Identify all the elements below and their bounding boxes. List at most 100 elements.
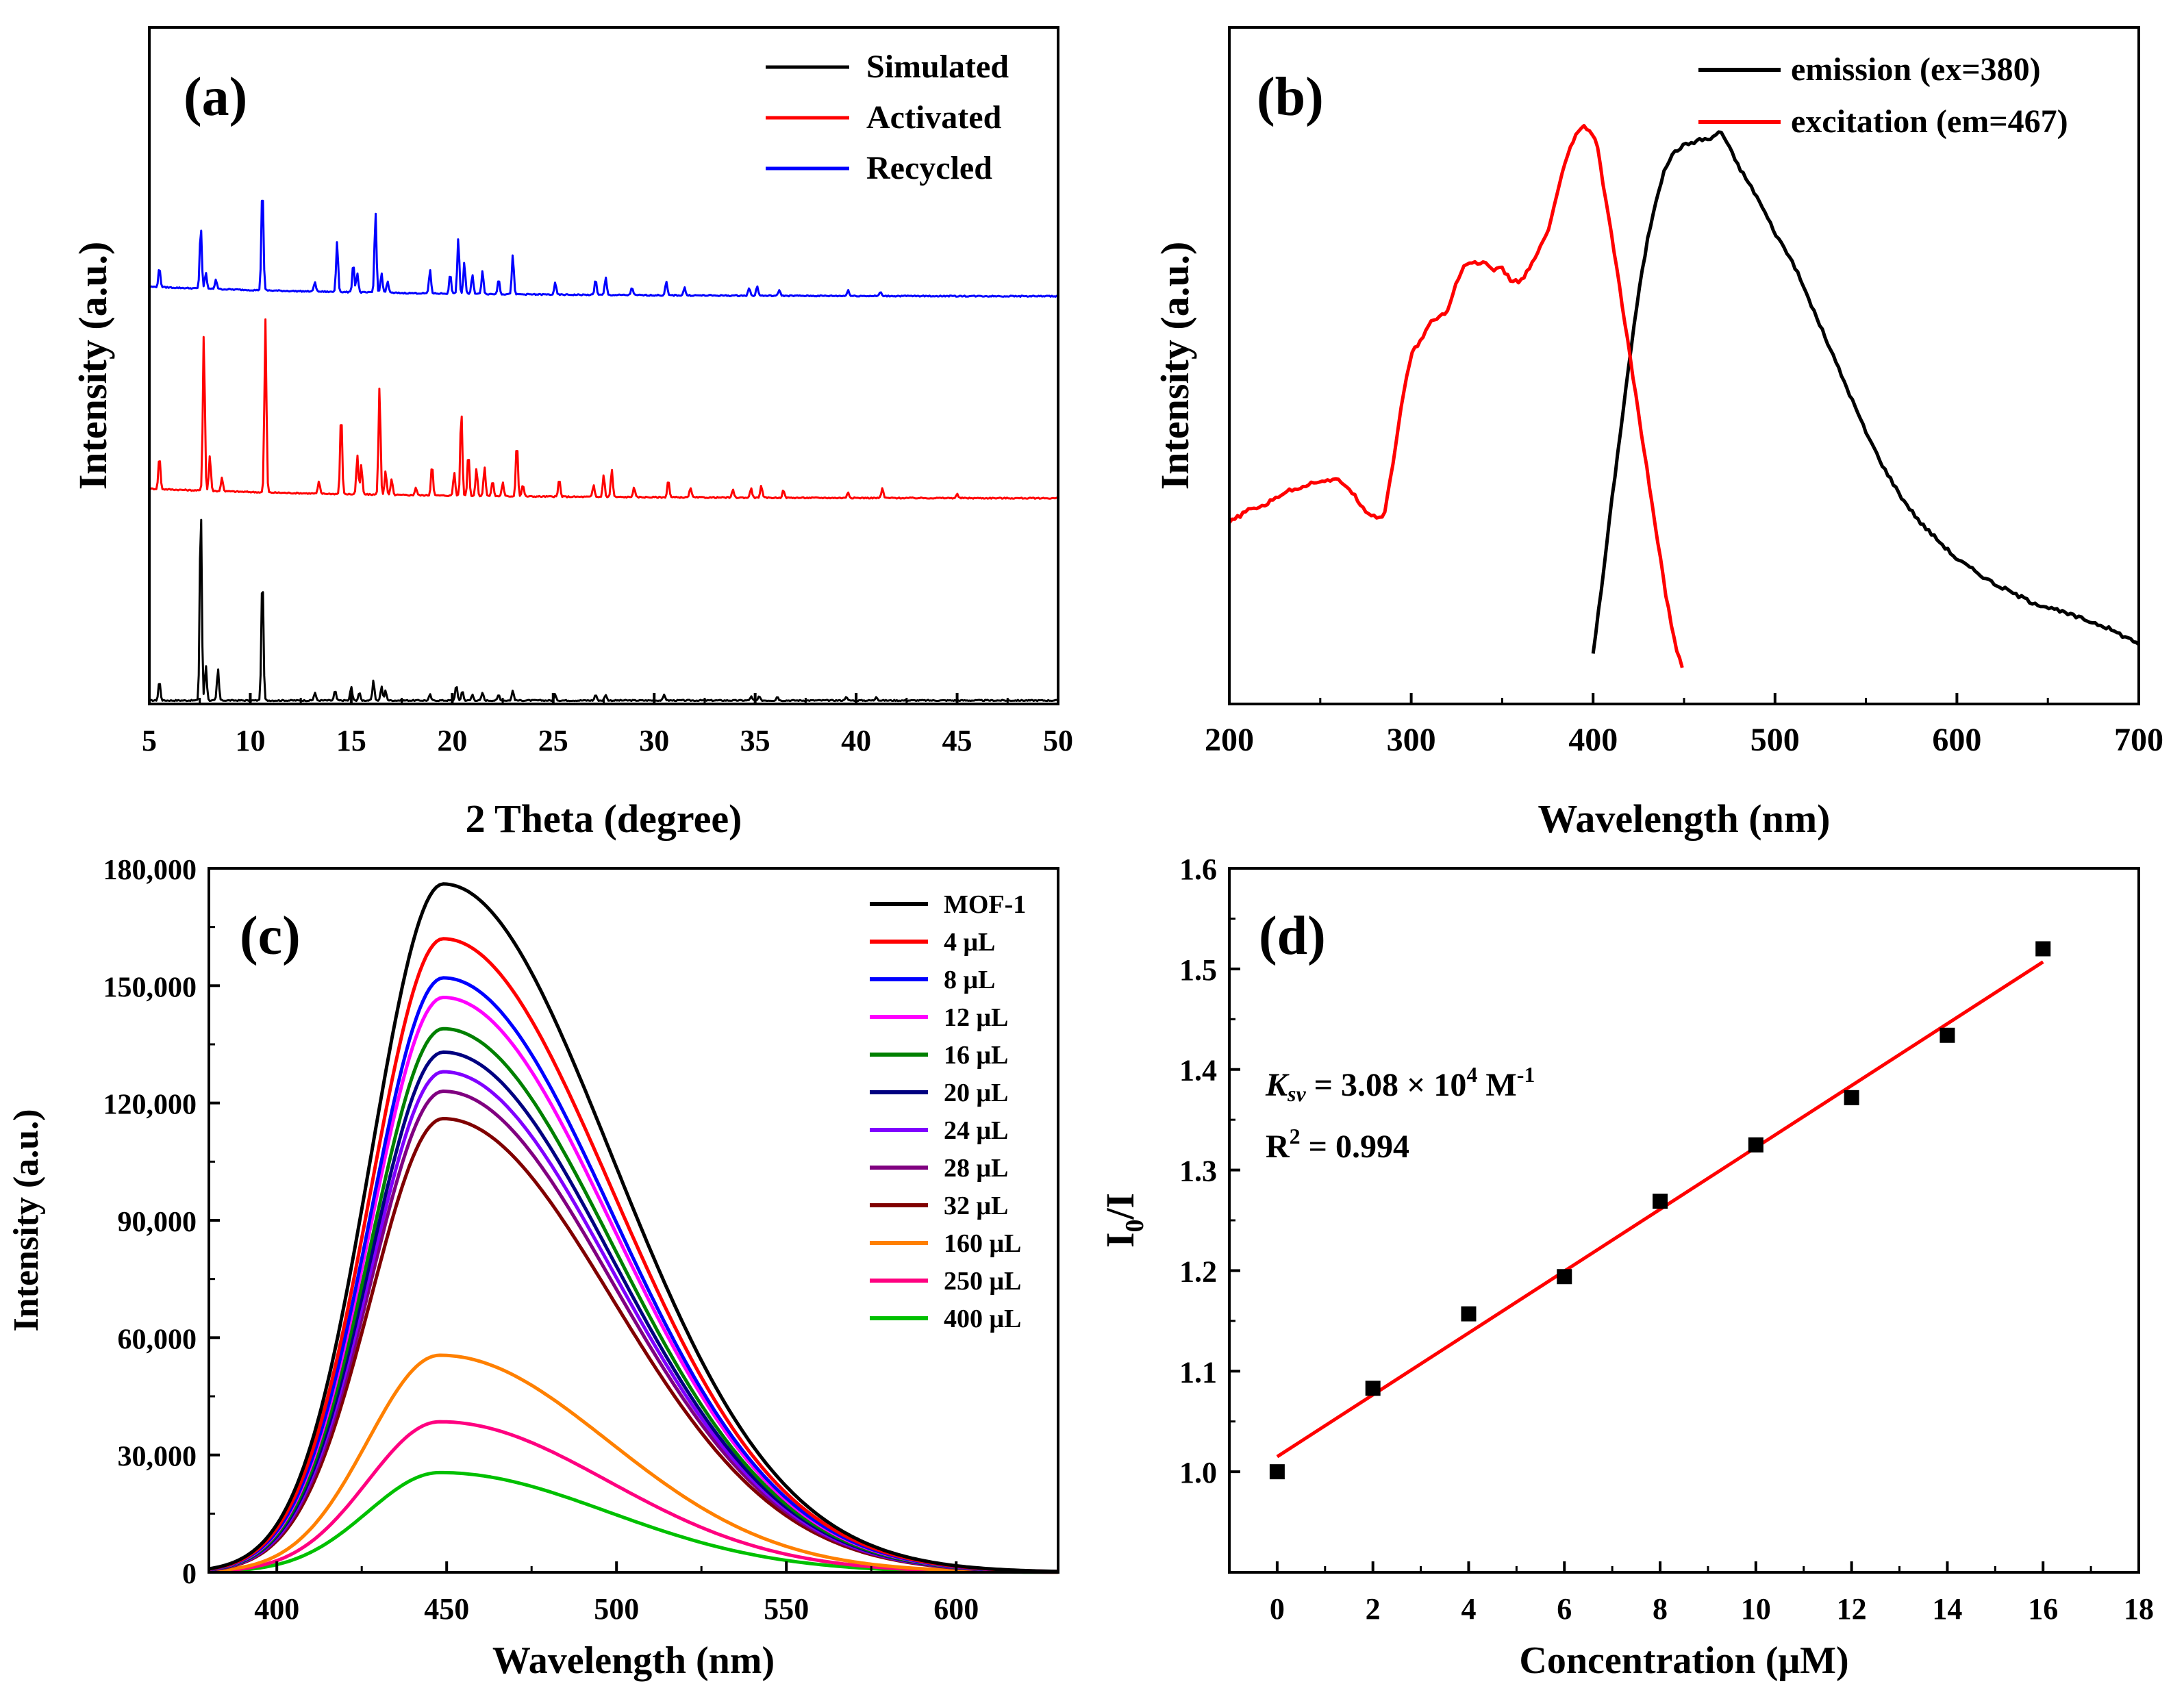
y-tick-label: 1.6 [1179, 853, 1217, 886]
legend-label: 20 μL [944, 1079, 1008, 1107]
y-axis-label: I0/I [1098, 1193, 1149, 1248]
data-point [1269, 1464, 1285, 1480]
data-point [1365, 1381, 1381, 1396]
x-tick-label: 20 [437, 724, 467, 757]
x-tick-label: 45 [942, 724, 972, 757]
y-tick-label: 60,000 [118, 1324, 197, 1355]
series-line [208, 1470, 1058, 1574]
x-tick-label: 400 [1568, 722, 1618, 758]
x-tick-label: 10 [235, 724, 265, 757]
legend-label: 32 μL [944, 1192, 1008, 1220]
legend-label: Recycled [866, 150, 992, 186]
series-line-simulated [150, 518, 1058, 703]
x-tick-label: 2 [1366, 1592, 1381, 1626]
x-axis-label: Concentration (μM) [1519, 1639, 1848, 1682]
r-squared-annotation: R2 = 0.994 [1266, 1124, 1409, 1165]
legend-label: 4 μL [944, 928, 995, 957]
data-point [1653, 1194, 1668, 1209]
data-point [2035, 941, 2051, 957]
data-point [1844, 1090, 1859, 1105]
x-tick-label: 8 [1653, 1592, 1668, 1626]
x-tick-label: 18 [2124, 1592, 2154, 1626]
x-tick-label: 5 [142, 724, 157, 757]
legend-label: 12 μL [944, 1003, 1008, 1032]
plot-frame [1228, 867, 2140, 1574]
x-tick-label: 25 [538, 724, 568, 757]
ksv-annotation: Ksv = 3.08 × 104 M-1 [1265, 1062, 1535, 1106]
x-tick-label: 500 [1750, 722, 1800, 758]
y-tick-label: 30,000 [118, 1442, 197, 1473]
x-axis-label: Wavelength (nm) [492, 1639, 775, 1682]
y-tick-label: 120,000 [103, 1090, 197, 1121]
y-tick-label: 90,000 [118, 1207, 197, 1238]
legend-label: 8 μL [944, 966, 995, 994]
legend-label: 250 μL [944, 1267, 1021, 1296]
x-tick-label: 500 [594, 1592, 639, 1626]
legend-label: 400 μL [944, 1305, 1021, 1333]
x-tick-label: 35 [740, 724, 770, 757]
fit-line [1276, 960, 2044, 1459]
series-line-recycled [150, 199, 1059, 298]
x-tick-label: 0 [1270, 1592, 1285, 1626]
series-line [208, 882, 1059, 1574]
x-tick-label: 600 [933, 1592, 979, 1626]
y-tick-label: 1.2 [1179, 1255, 1217, 1288]
x-axis-label: 2 Theta (degree) [466, 796, 742, 841]
legend-label: excitation (em=467) [1791, 103, 2068, 140]
x-tick-label: 40 [841, 724, 871, 757]
data-point [1461, 1306, 1477, 1322]
data-point [1940, 1027, 1955, 1043]
x-tick-label: 30 [639, 724, 669, 757]
y-tick-label: 1.0 [1179, 1456, 1217, 1489]
legend-label: 28 μL [944, 1154, 1008, 1183]
x-tick-label: 10 [1741, 1592, 1771, 1626]
panel-label: (d) [1259, 906, 1326, 966]
y-axis-label: Intensity (a.u.) [71, 242, 115, 490]
series-line-activated [149, 318, 1058, 500]
y-tick-label: 1.4 [1179, 1054, 1217, 1087]
x-tick-label: 400 [254, 1592, 299, 1626]
plot-frame [208, 867, 1059, 1574]
y-tick-label: 1.1 [1179, 1355, 1217, 1389]
panel-a: 5 10 15 20 25 30 35 40 45 50 2 Theta (degree) Inten… [71, 26, 1073, 841]
x-tick-label: 16 [2028, 1592, 2058, 1626]
legend-label: Activated [866, 99, 1002, 136]
panel-d: 0 2 4 6 8 10 12 14 16 18 1.0 1.1 1.2 1.3 1.4 1.5 1.6 Conc… [1098, 853, 2154, 1682]
panel-label: (b) [1257, 67, 1324, 127]
series-line [208, 1353, 1058, 1574]
y-axis-label: Intensity (a.u.) [7, 1109, 46, 1331]
y-tick-label: 0 [182, 1559, 197, 1590]
panel-label: (a) [184, 67, 247, 127]
panel-label: (c) [240, 906, 301, 966]
series-line [208, 976, 1059, 1574]
panel-b: 200 300 400 500 600 700 Wavelength (nm) Intensi… [1153, 26, 2163, 841]
x-tick-label: 600 [1932, 722, 1981, 758]
legend-label: emission (ex=380) [1791, 51, 2041, 88]
x-tick-label: 14 [1932, 1592, 1962, 1626]
y-axis-label: Intensity (a.u.) [1153, 242, 1197, 490]
legend-label: 160 μL [944, 1229, 1021, 1258]
legend-label: Simulated [866, 49, 1009, 85]
legend-label: 16 μL [944, 1041, 1008, 1070]
x-tick-label: 50 [1043, 724, 1073, 757]
x-axis-label: Wavelength (nm) [1538, 796, 1831, 841]
legend-label: MOF-1 [944, 890, 1026, 919]
legend-label: 24 μL [944, 1116, 1008, 1145]
data-point [1557, 1269, 1572, 1285]
y-tick-label: 1.5 [1179, 953, 1217, 987]
y-tick-label: 180,000 [103, 855, 197, 886]
x-tick-label: 15 [336, 724, 366, 757]
x-tick-label: 700 [2114, 722, 2163, 758]
x-tick-label: 450 [424, 1592, 469, 1626]
y-tick-label: 1.3 [1179, 1155, 1217, 1188]
x-tick-label: 300 [1387, 722, 1436, 758]
x-tick-label: 200 [1205, 722, 1254, 758]
x-tick-label: 6 [1557, 1592, 1572, 1626]
y-tick-label: 150,000 [103, 972, 197, 1003]
x-tick-label: 550 [764, 1592, 809, 1626]
series-line-excitation [1228, 124, 1684, 668]
x-tick-label: 4 [1461, 1592, 1476, 1626]
x-tick-label: 12 [1837, 1592, 1867, 1626]
panel-c: 400 450 500 550 600 0 30,000 60,000 90,000 120,00… [7, 855, 1059, 1682]
